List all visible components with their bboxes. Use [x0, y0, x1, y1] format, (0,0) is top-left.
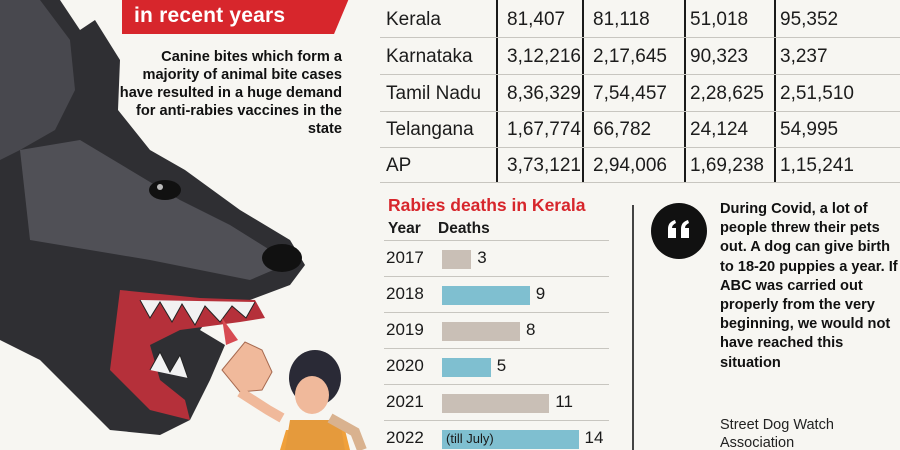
table-cell: 8,36,329 — [507, 83, 581, 104]
table-cell: 2,51,510 — [780, 83, 854, 104]
year-label: 2020 — [386, 356, 424, 375]
table-cell: 95,352 — [780, 9, 839, 30]
table-row: Telangana 1,67,774 66,782 24,124 54,995 — [380, 113, 900, 147]
row-divider — [380, 182, 900, 183]
row-divider — [380, 37, 900, 38]
column-divider — [582, 0, 584, 183]
value-label: 8 — [526, 320, 536, 339]
column-divider — [684, 0, 686, 183]
row-divider — [384, 276, 609, 277]
banner-title: in recent years — [134, 4, 286, 27]
table-cell: 90,323 — [690, 46, 749, 67]
value-label: 9 — [535, 284, 546, 303]
quote-source: Street Dog Watch Association — [720, 417, 834, 450]
row-divider — [384, 384, 609, 385]
value-label: 14 — [584, 428, 604, 447]
row-divider — [380, 74, 900, 75]
value-label: 11 — [555, 392, 573, 411]
bar — [442, 358, 491, 377]
table-cell: 1,67,774 — [507, 119, 581, 140]
state-name: Telangana — [386, 119, 474, 140]
state-name: AP — [386, 155, 412, 176]
year-label: 2018 — [386, 284, 424, 303]
table-cell: 2,94,006 — [593, 155, 667, 176]
value-label: 3 — [477, 248, 487, 267]
row-divider — [380, 147, 900, 148]
table-cell: 3,237 — [780, 46, 828, 67]
table-row: Karnataka 3,12,216 2,17,645 90,323 3,237 — [380, 40, 900, 74]
table-row: Tamil Nadu 8,36,329 7,54,457 2,28,625 2,… — [380, 77, 900, 111]
table-row: Kerala 81,407 81,118 51,018 95,352 — [380, 3, 900, 37]
table-cell: 1,69,238 — [690, 155, 764, 176]
bar — [442, 286, 530, 305]
table-cell: 51,018 — [690, 9, 749, 30]
table-cell: 66,782 — [593, 119, 652, 140]
row-divider — [384, 420, 609, 421]
chart-title: Rabies deaths in Kerala — [388, 195, 586, 215]
headline-banner — [122, 0, 350, 34]
bar — [442, 322, 520, 341]
table-row: AP 3,73,121 2,94,006 1,69,238 1,15,241 — [380, 149, 900, 183]
year-column-header: Year — [388, 220, 421, 237]
bar — [442, 430, 579, 449]
bar — [442, 250, 472, 269]
dog-bite-table: Kerala 81,407 81,118 51,018 95,352 Karna… — [380, 0, 900, 183]
table-cell: 2,28,625 — [690, 83, 764, 104]
table-cell: 54,995 — [780, 119, 839, 140]
table-cell: 81,407 — [507, 9, 566, 30]
year-label: 2017 — [386, 248, 424, 267]
table-cell: 3,73,121 — [507, 155, 581, 176]
side-note: Canine bites which form a majority of an… — [119, 49, 342, 137]
row-divider — [384, 348, 609, 349]
table-cell: 1,15,241 — [780, 155, 854, 176]
row-divider — [384, 240, 609, 241]
quote-marks-icon — [668, 220, 689, 238]
year-label: 2022 — [386, 428, 424, 447]
row-divider — [384, 312, 609, 313]
state-name: Tamil Nadu — [386, 83, 482, 104]
dog-attack-illustration: in recent years Canine bites which form … — [0, 0, 380, 450]
bar — [442, 394, 550, 413]
deaths-column-header: Deaths — [438, 220, 490, 237]
table-cell: 81,118 — [593, 9, 650, 30]
vertical-divider — [632, 205, 634, 450]
bar-annotation: (till July) — [446, 431, 494, 446]
table-cell: 2,17,645 — [593, 46, 667, 67]
table-cell: 3,12,216 — [507, 46, 581, 67]
quote-icon — [651, 203, 707, 259]
table-cell: 7,54,457 — [593, 83, 667, 104]
column-divider — [496, 0, 498, 183]
column-divider — [774, 0, 776, 183]
year-label: 2019 — [386, 320, 424, 339]
state-name: Karnataka — [386, 46, 473, 67]
rabies-deaths-chart: Rabies deaths in Kerala Year Deaths 2017… — [384, 190, 624, 450]
quote-text: During Covid, a lot of people threw thei… — [720, 201, 898, 371]
value-label: 5 — [496, 356, 507, 375]
state-name: Kerala — [386, 9, 441, 30]
row-divider — [380, 111, 900, 112]
dog-illustration — [0, 0, 367, 450]
year-label: 2021 — [386, 392, 424, 411]
table-cell: 24,124 — [690, 119, 749, 140]
